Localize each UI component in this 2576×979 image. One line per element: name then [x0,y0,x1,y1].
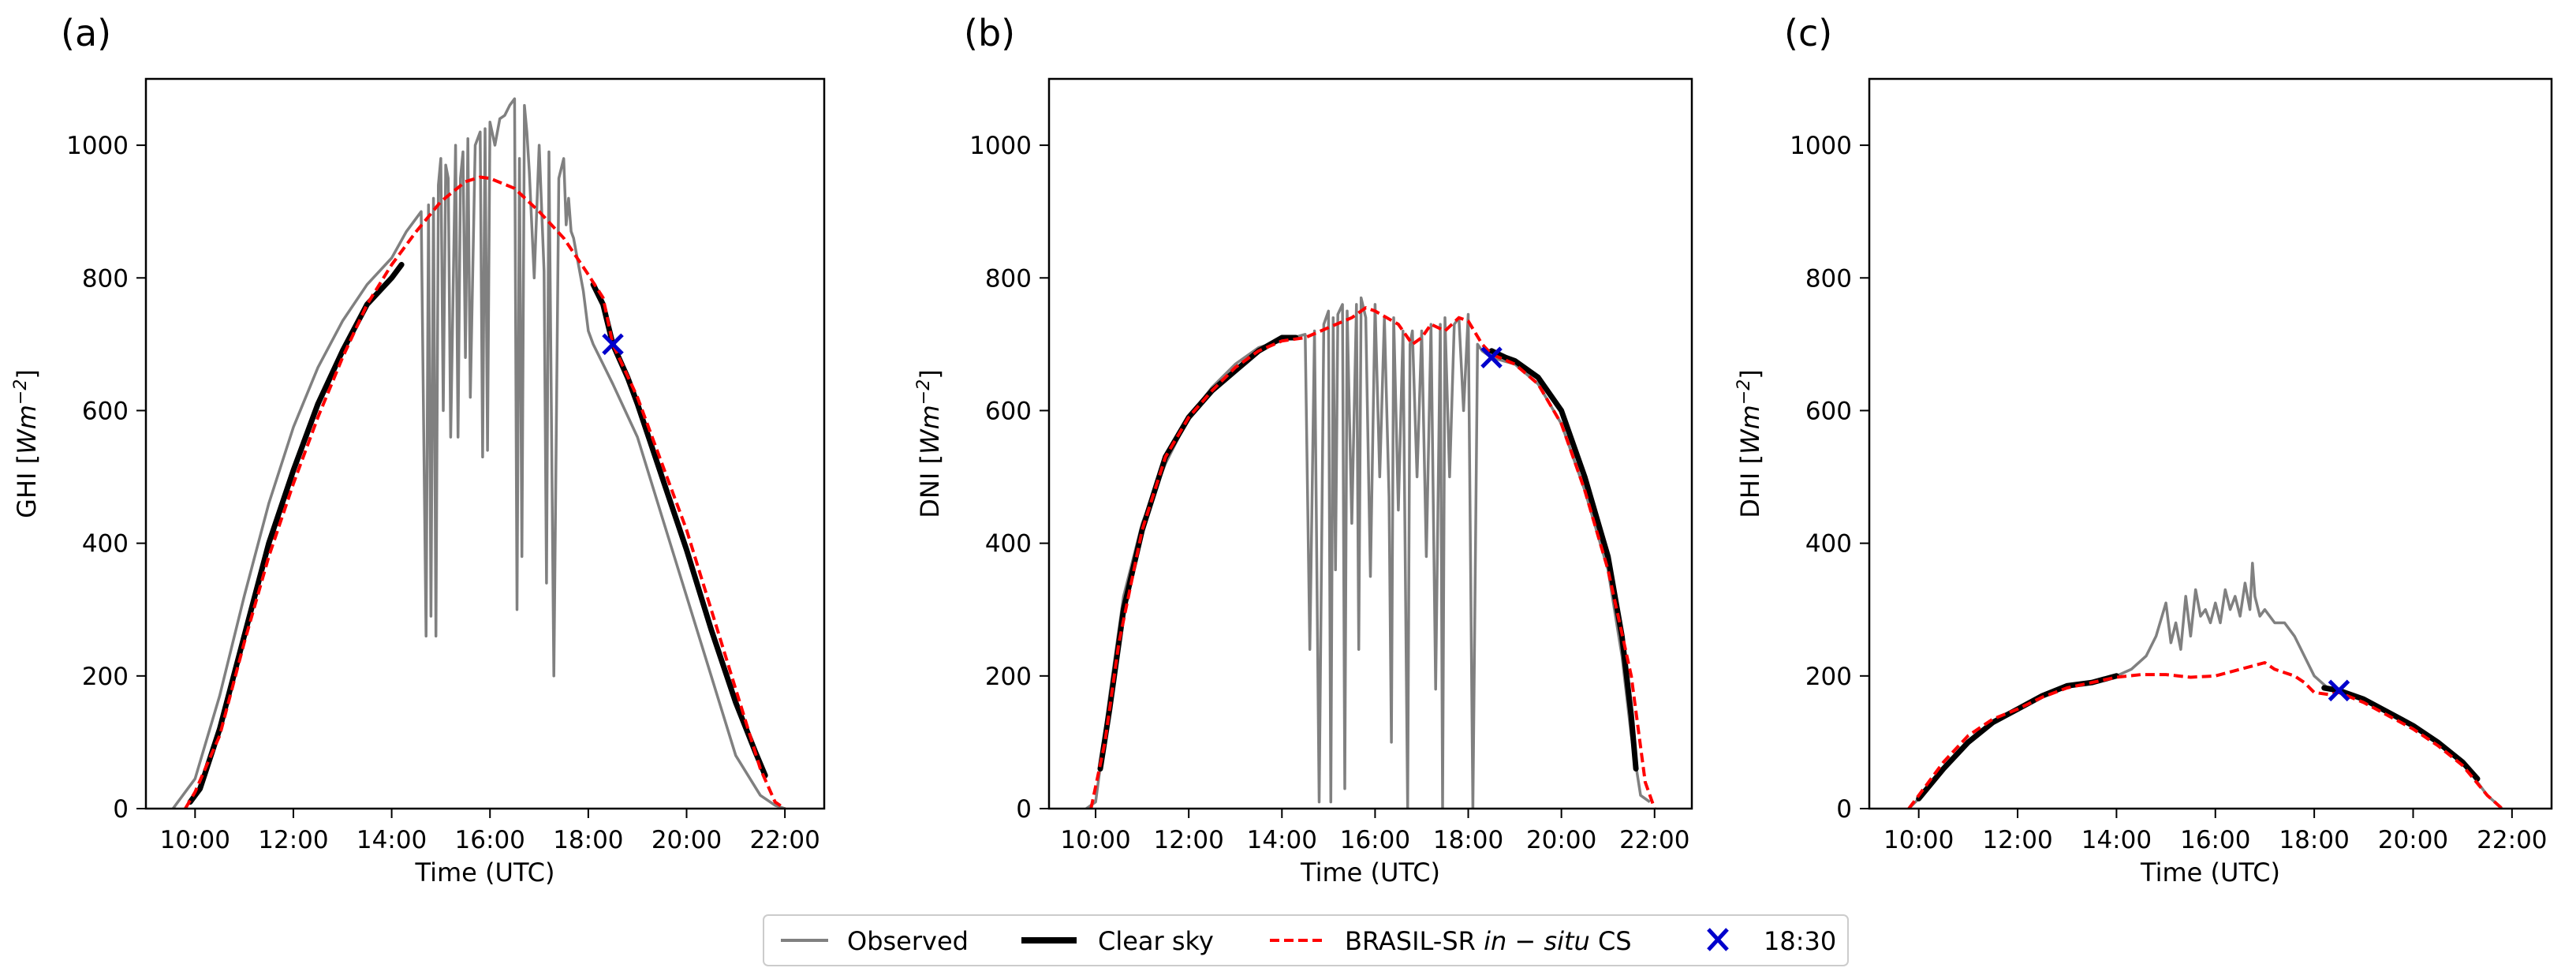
panel-a-xtick-label-3: 16:00 [455,826,525,854]
legend-marker-swatch [1707,928,1729,951]
panel-a-marker-1830 [602,333,624,356]
panel-b-xtick-label-5: 20:00 [1526,826,1596,854]
panel-a-ylabel: GHI [Wm−2] [11,369,42,518]
panel-c-ylabel-unit: Wm [1735,405,1765,454]
panel-a-observed-line [171,97,786,809]
panel-a-ytick-label-4: 800 [82,264,129,293]
legend-marker-label: 18:30 [1764,926,1836,956]
panel-b-label: (b) [964,12,1015,54]
panel-c-ylabel-main: DHI [ [1735,454,1765,518]
panel-a-frame [144,77,826,810]
panel-a-ylabel-unit: Wm [12,405,42,454]
panel-c-xtick-label-3: 16:00 [2180,826,2250,854]
panel-a-label: (a) [61,12,111,54]
panel-a-ytick-label-0: 0 [113,795,129,824]
legend-brasilsr-tail: CS [1590,926,1632,956]
panel-c-ylabel-end: ] [1735,369,1765,379]
panel-c-xtick-label-2: 14:00 [2081,826,2152,854]
panel-c-xtick-label-1: 12:00 [1982,826,2052,854]
panel-a-xtick-label-4: 18:00 [553,826,623,854]
panel-b-xtick-label-3: 16:00 [1340,826,1410,854]
panel-a-brasilsr-line [184,175,786,809]
panel-a-ytick-label-2: 400 [82,530,129,559]
panel-c-frame [1868,77,2553,810]
panel-b-ylabel-unit: Wm [915,405,945,454]
panel-c-ytick-label-0: 0 [1836,795,1852,824]
panel-b-ylabel-end: ] [915,369,945,379]
legend-brasilsr-main: BRASIL-SR [1345,926,1484,956]
panel-c-ytick-label-2: 400 [1805,530,1852,559]
panel-c-marker-stroke-2 [2328,679,2350,702]
panel-c-ylabel-sup: −2 [1734,379,1754,405]
panel-a-xtick-label-6: 22:00 [749,826,819,854]
panel-b-clearsky-line-1 [1488,348,1639,772]
panel-b-plot-area [1085,296,1656,809]
panel-c-plot-area [1907,562,2503,809]
panel-c-brasilsr-line [1907,661,2503,809]
panel-b-observed-line [1085,296,1651,809]
panel-c-ytick-label-1: 200 [1805,663,1852,691]
panel-b-ylabel-sup: −2 [914,379,934,405]
legend: Observed Clear sky BRASIL-SR in − situ C… [763,914,1849,966]
panel-a-marker-stroke-2 [602,333,624,356]
panel-b-xtick-label-1: 12:00 [1154,826,1224,854]
legend-observed-label: Observed [847,926,969,956]
panel-b-ytick-label-2: 400 [985,530,1032,559]
panel-b-ytick-label-4: 800 [985,264,1032,293]
panel-a-ylabel-end: ] [12,369,42,379]
panel-b-ytick-label-5: 1000 [969,132,1032,160]
panel-b-ytick-label-1: 200 [985,663,1032,691]
legend-brasilsr-label: BRASIL-SR in − situ CS [1345,926,1632,956]
panel-b-xlabel: Time (UTC) [1300,858,1440,887]
panel-a: 10:00 12:00 14:00 16:00 18:00 20:00 22:00 0 200 4… [11,12,826,887]
panel-c-ylabel: DHI [Wm−2] [1734,369,1765,518]
panel-b-marker-stroke-2 [1480,346,1503,368]
panel-b: 10:00 12:00 14:00 16:00 18:00 20:00 22:00 0 200 4… [914,12,1693,887]
panel-a-clearsky-line-1 [590,282,768,779]
legend-clearsky-label: Clear sky [1098,926,1214,956]
panel-b-xtick-label-6: 22:00 [1619,826,1689,854]
panel-a-ytick-label-1: 200 [82,663,129,691]
panel-b-ytick-label-0: 0 [1016,795,1032,824]
panel-c-xlabel: Time (UTC) [2140,858,2280,887]
panel-a-ytick-label-3: 600 [82,397,129,425]
panel-b-brasilsr-line [1089,306,1656,809]
panel-c-xtick-label-6: 22:00 [2477,826,2547,854]
panel-c-ytick-label-3: 600 [1805,397,1852,425]
panel-c: 10:00 12:00 14:00 16:00 18:00 20:00 22:00 0 200 4… [1734,12,2553,887]
panel-b-frame [1047,77,1693,810]
panel-b-ytick-label-3: 600 [985,397,1032,425]
panel-a-xtick-label-1: 12:00 [258,826,328,854]
panel-a-plot-area [171,97,786,809]
panel-c-ytick-label-5: 1000 [1790,132,1852,160]
panel-c-ytick-label-4: 800 [1805,264,1852,293]
panels: 10:00 12:00 14:00 16:00 18:00 20:00 22:00 0 200 4… [11,12,2553,887]
panel-c-xtick-label-0: 10:00 [1883,826,1954,854]
panel-b-ylabel-main: DNI [ [915,454,945,518]
panel-c-label: (c) [1784,12,1832,54]
panel-a-ylabel-sup: −2 [11,379,31,405]
panel-b-ylabel: DNI [Wm−2] [914,369,945,518]
panel-b-marker-1830 [1480,346,1503,368]
panel-c-xtick-label-5: 20:00 [2378,826,2448,854]
panel-a-xtick-label-5: 20:00 [651,826,722,854]
panel-a-ytick-label-5: 1000 [66,132,129,160]
panel-a-ylabel-main: GHI [ [12,454,42,518]
panel-c-marker-1830 [2328,679,2350,702]
panel-b-xtick-label-0: 10:00 [1060,826,1130,854]
panel-c-xtick-label-4: 18:00 [2279,826,2349,854]
panel-b-xtick-label-4: 18:00 [1433,826,1503,854]
legend-brasilsr-italic: in − situ [1484,926,1590,956]
panel-a-xlabel: Time (UTC) [415,858,555,887]
panel-a-xtick-label-0: 10:00 [160,826,230,854]
panel-a-xtick-label-2: 14:00 [357,826,427,854]
panel-b-xtick-label-2: 14:00 [1247,826,1317,854]
